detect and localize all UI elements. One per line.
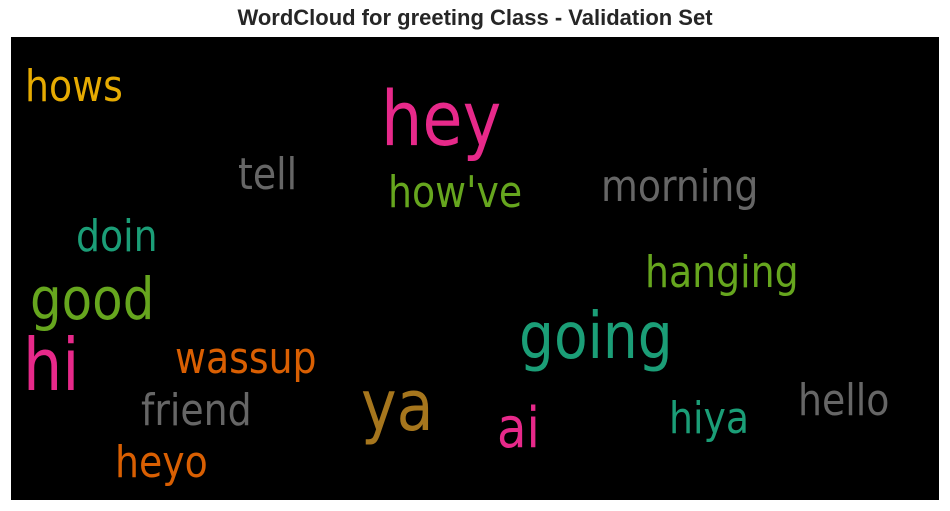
- word-wassup: wassup: [175, 333, 317, 384]
- word-hows: hows: [25, 61, 123, 112]
- word-ya: ya: [361, 365, 434, 447]
- word-heyo: heyo: [115, 437, 208, 488]
- word-good: good: [30, 265, 155, 333]
- wordcloud-panel: hey hi ya going good ai hows tell how've morning d…: [11, 37, 939, 500]
- word-morning: morning: [601, 161, 759, 212]
- word-hello: hello: [798, 375, 890, 426]
- word-doin: doin: [76, 211, 158, 262]
- word-howve: how've: [388, 167, 523, 218]
- word-hey: hey: [381, 74, 502, 163]
- word-friend: friend: [141, 385, 252, 436]
- word-ai: ai: [497, 396, 540, 461]
- chart-title: WordCloud for greeting Class - Validatio…: [237, 5, 713, 30]
- word-going: going: [519, 300, 673, 374]
- word-tell: tell: [238, 149, 298, 200]
- word-hiya: hiya: [669, 393, 750, 444]
- word-hi: hi: [23, 323, 80, 407]
- word-hanging: hanging: [645, 247, 799, 298]
